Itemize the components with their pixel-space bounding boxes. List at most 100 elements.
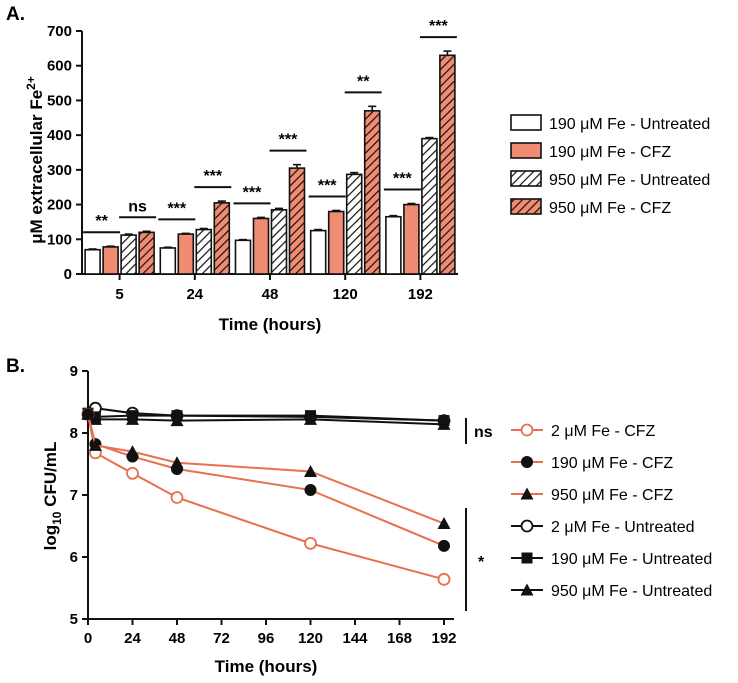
b-legend-marker	[520, 487, 534, 500]
b-x-tick-label: 192	[431, 630, 456, 647]
a-bar	[102, 246, 119, 275]
b-legend-label: 950 μM Fe - Untreated	[551, 583, 712, 600]
b-data-point	[304, 484, 317, 497]
b-data-point	[304, 412, 317, 425]
a-significance-label: **	[95, 213, 108, 230]
b-legend-label: 950 μM Fe - CFZ	[551, 487, 673, 504]
a-bar	[327, 210, 345, 275]
panel-b-chart: 5 6 7 8 9 0 24 48 72 96 120 144 168 192 ns * 2 μM Fe - C…	[70, 363, 713, 647]
a-y-tick-label: 600	[47, 58, 72, 75]
b-legend-label: 190 μM Fe - CFZ	[551, 455, 673, 472]
a-y-tick-label: 0	[64, 266, 72, 283]
panel-b-x-axis-title: Time (hours)	[215, 657, 318, 676]
b-legend-marker	[520, 423, 534, 437]
b-x-tick-label: 0	[84, 630, 92, 647]
a-legend-label: 950 μM Fe - Untreated	[549, 172, 710, 189]
a-bar	[195, 228, 213, 275]
a-significance-label: ***	[243, 184, 262, 201]
a-significance-label: ***	[393, 171, 412, 188]
b-data-point	[170, 414, 184, 427]
a-legend-swatch	[510, 198, 542, 215]
a-bar	[252, 217, 270, 275]
b-x-tick-label: 120	[298, 630, 323, 647]
b-series-line	[87, 414, 445, 581]
a-x-tick-label: 48	[262, 286, 279, 303]
a-legend-label: 950 μM Fe - CFZ	[549, 200, 671, 217]
b-x-tick-label: 72	[213, 630, 230, 647]
a-y-tick-label: 300	[47, 162, 72, 179]
b-legend-marker	[520, 583, 534, 596]
a-bar	[385, 215, 402, 275]
b-legend-marker	[520, 519, 534, 533]
b-x-tick-label: 168	[387, 630, 412, 647]
b-significance-label: ns	[474, 424, 493, 441]
a-bar	[309, 229, 327, 275]
a-significance-label: ***	[167, 200, 186, 217]
a-significance-label: ns	[128, 198, 147, 215]
a-x-tick-label: 192	[408, 286, 433, 303]
a-bar	[363, 110, 381, 275]
b-x-tick-label: 24	[124, 630, 141, 647]
b-y-tick-label: 9	[70, 363, 78, 380]
panel-b-y-axis-title: log10 CFU/mL	[41, 442, 64, 551]
b-legend-marker	[521, 456, 533, 468]
a-significance-label: **	[357, 73, 370, 90]
b-data-point	[88, 412, 102, 425]
b-series-line	[87, 414, 445, 547]
a-legend-label: 190 μM Fe - CFZ	[549, 144, 671, 161]
a-significance-label: ***	[203, 168, 222, 185]
a-bar	[288, 167, 306, 275]
a-legend-swatch	[510, 114, 542, 131]
b-data-point	[438, 539, 450, 552]
b-data-point	[304, 536, 317, 550]
b-data-point	[81, 407, 95, 420]
a-significance-label: ***	[429, 18, 448, 35]
b-y-tick-label: 8	[70, 425, 78, 442]
b-data-point	[126, 466, 139, 480]
panel-b-label: B.	[6, 356, 25, 377]
a-bar	[213, 202, 231, 275]
b-legend-label: 190 μM Fe - Untreated	[551, 551, 712, 568]
b-data-point	[437, 517, 451, 530]
a-bar	[345, 173, 363, 275]
b-series-line	[87, 414, 445, 525]
a-bar	[177, 233, 195, 275]
a-bar	[234, 239, 252, 275]
b-y-tick-label: 7	[70, 487, 78, 504]
b-data-point	[88, 438, 102, 451]
a-x-tick-label: 120	[333, 286, 358, 303]
b-x-tick-label: 96	[258, 630, 275, 647]
a-y-tick-label: 500	[47, 92, 72, 109]
a-bar	[421, 137, 438, 275]
a-y-tick-label: 700	[47, 23, 72, 40]
b-data-point	[304, 464, 317, 477]
panel-a-label: A.	[6, 4, 25, 25]
a-legend-label: 190 μM Fe - Untreated	[549, 116, 710, 133]
a-bar	[159, 247, 177, 275]
a-bar	[439, 54, 456, 275]
panel-a-y-axis-title: μM extracellular Fe2+	[24, 76, 46, 244]
a-legend-swatch	[510, 170, 542, 187]
b-data-point	[437, 417, 451, 430]
a-bar	[120, 234, 137, 275]
a-significance-label: ***	[318, 177, 337, 194]
b-y-tick-label: 6	[70, 549, 78, 566]
a-y-tick-label: 400	[47, 127, 72, 144]
b-x-tick-label: 144	[342, 630, 368, 647]
b-legend-label: 2 μM Fe - CFZ	[551, 423, 656, 440]
a-significance-label: ***	[279, 132, 298, 149]
b-data-point	[126, 445, 139, 458]
b-significance-label: *	[478, 554, 485, 571]
b-legend-marker	[521, 552, 533, 564]
b-data-point	[437, 572, 451, 586]
a-bar	[270, 208, 288, 275]
b-legend-label: 2 μM Fe - Untreated	[551, 519, 695, 536]
a-legend-swatch	[510, 142, 542, 159]
a-bar	[403, 203, 420, 275]
b-data-point	[170, 456, 184, 469]
a-y-tick-label: 100	[47, 231, 72, 248]
b-y-tick-label: 5	[70, 611, 78, 628]
b-data-point	[126, 412, 139, 425]
